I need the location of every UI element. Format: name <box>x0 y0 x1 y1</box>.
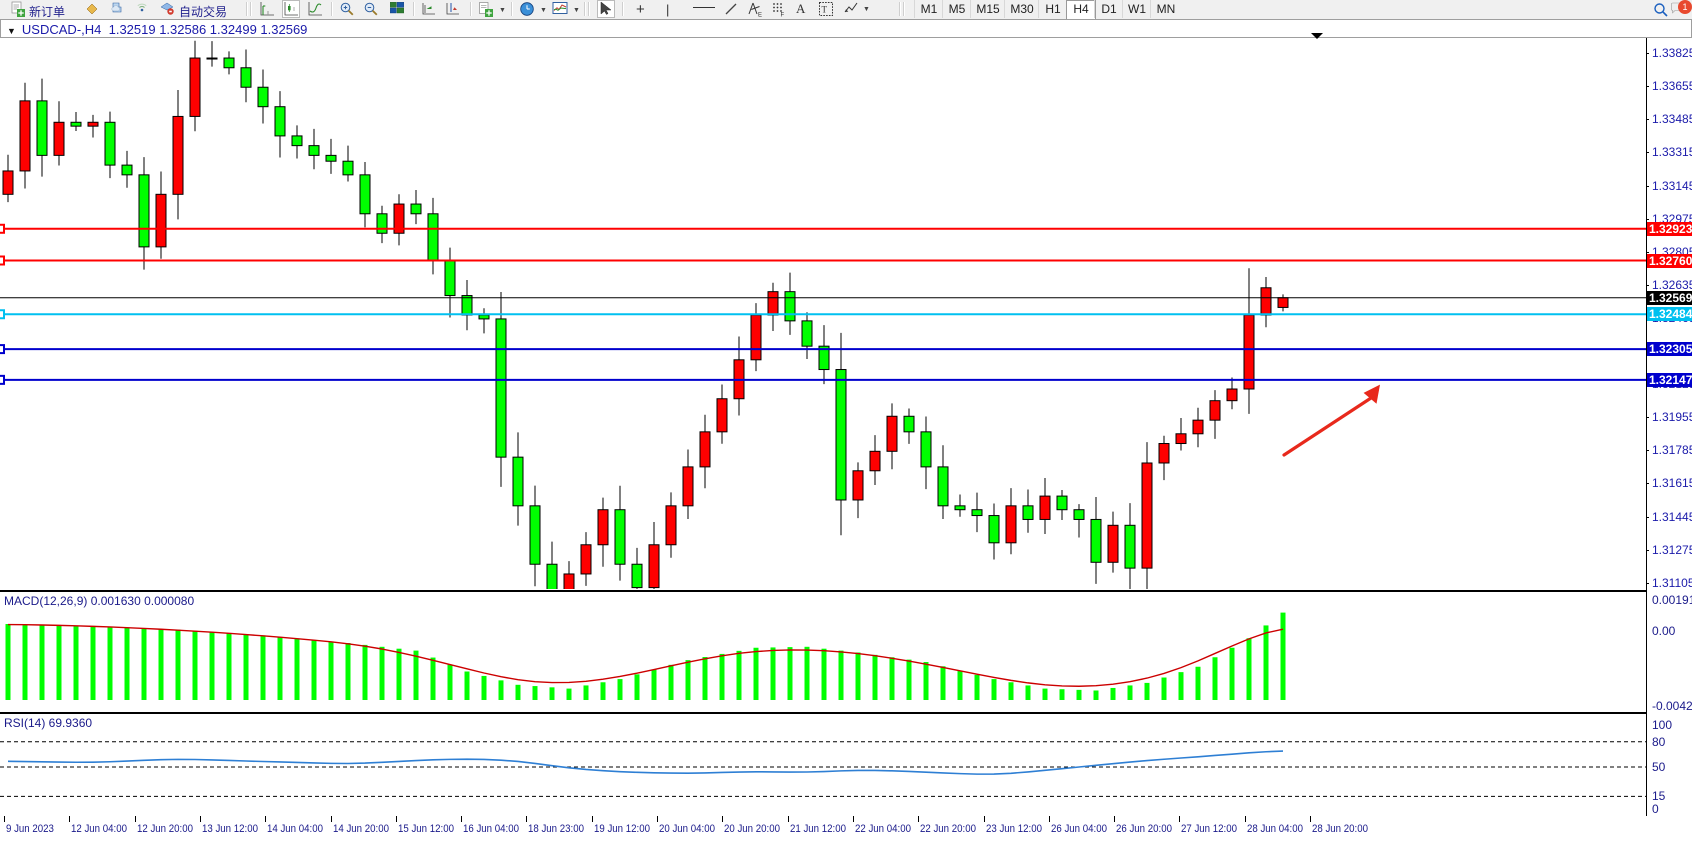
svg-text:F: F <box>781 13 785 18</box>
svg-text:T: T <box>822 5 828 15</box>
svg-text:E: E <box>758 13 762 18</box>
